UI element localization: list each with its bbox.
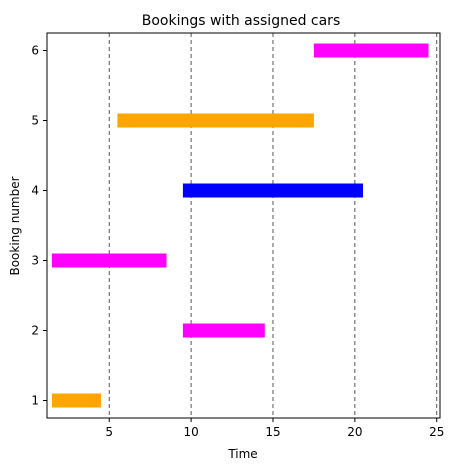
- y-tick-label: 6: [31, 44, 39, 58]
- y-tick-label: 2: [31, 324, 39, 338]
- x-tick-label: 25: [429, 425, 444, 439]
- booking-bar-3: [51, 253, 167, 268]
- x-tick-label: 15: [265, 425, 280, 439]
- booking-bar-6: [313, 43, 429, 58]
- chart-title: Bookings with assigned cars: [142, 13, 340, 29]
- x-axis-label: Time: [227, 447, 257, 461]
- x-tick-label: 10: [183, 425, 198, 439]
- y-tick-label: 3: [31, 254, 39, 268]
- plot-frame: [46, 32, 441, 419]
- x-axis-ticks: 5 10 15 20 25: [105, 418, 444, 439]
- x-tick-label: 5: [105, 425, 113, 439]
- y-tick-label: 4: [31, 184, 39, 198]
- booking-bar-4: [182, 183, 364, 198]
- y-tick-label: 5: [31, 114, 39, 128]
- y-tick-label: 1: [31, 394, 39, 408]
- vertical-reference-lines: [108, 33, 438, 418]
- booking-bar-1: [51, 393, 102, 408]
- booking-bar-2: [182, 323, 265, 338]
- booking-bar-5: [117, 113, 314, 128]
- bars: [51, 43, 429, 408]
- y-axis-ticks: 1 2 3 4 5 6: [31, 44, 47, 408]
- x-tick-label: 20: [347, 425, 362, 439]
- y-axis-label: Booking number: [8, 176, 22, 275]
